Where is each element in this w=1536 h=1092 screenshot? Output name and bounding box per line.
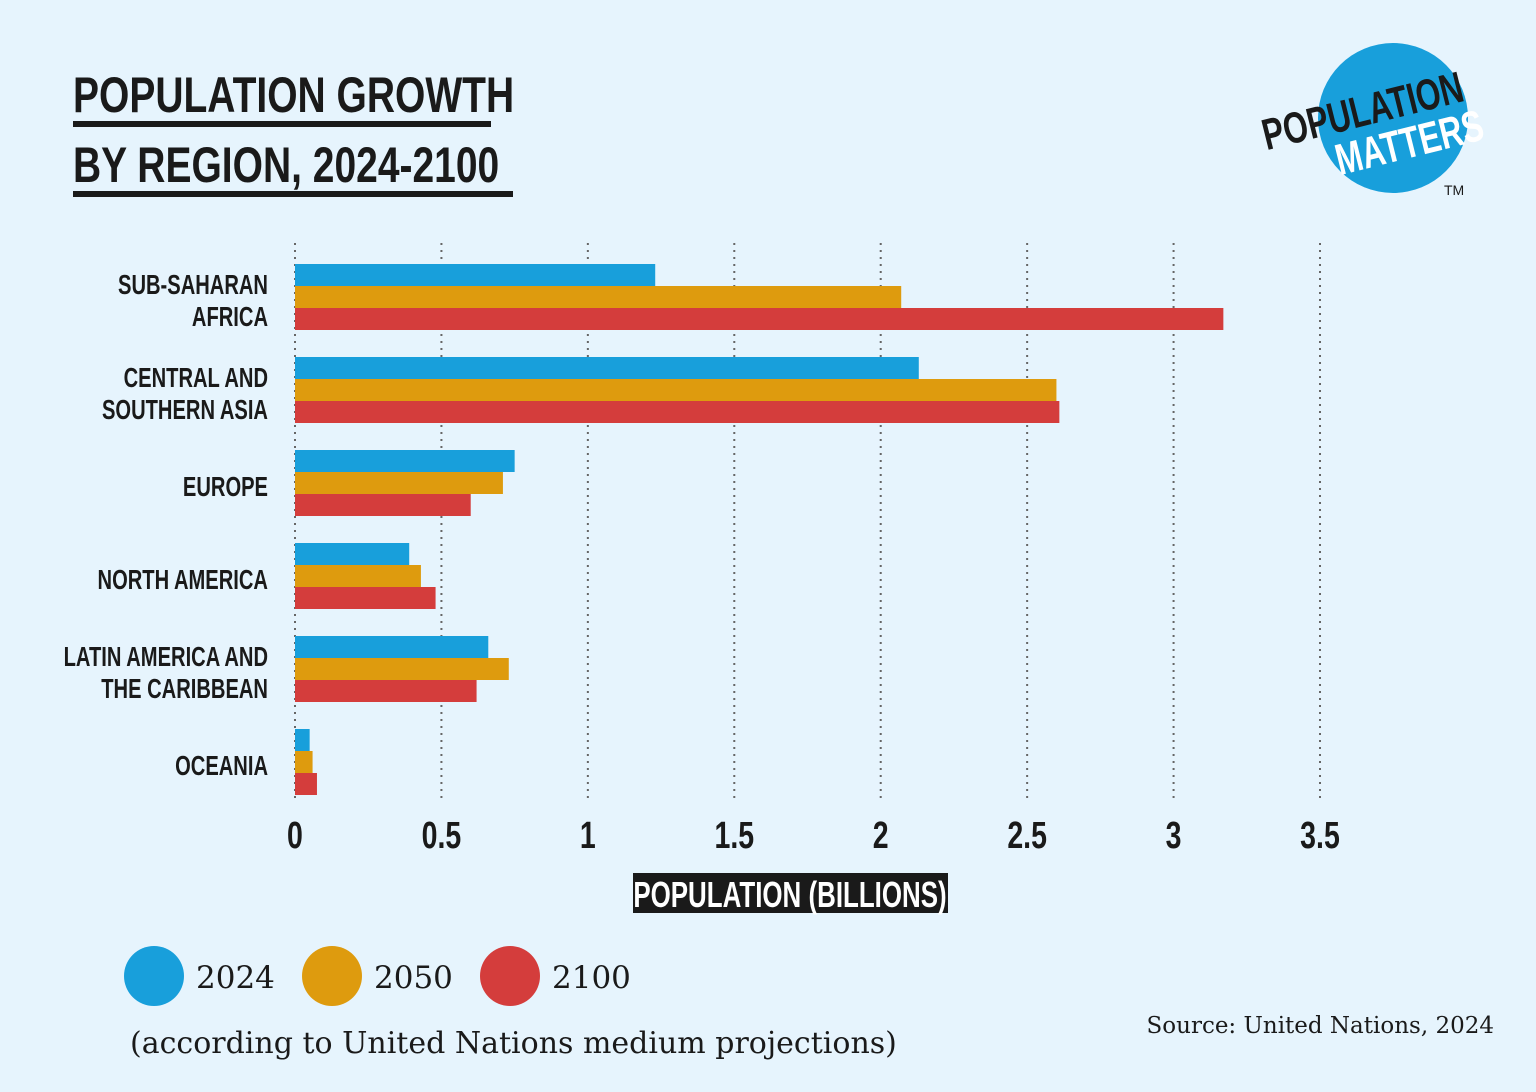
footnote: (according to United Nations medium proj… (130, 1026, 897, 1061)
category-label: AFRICA (192, 302, 268, 333)
x-tick-label: 2 (873, 815, 889, 857)
bar-2100 (295, 773, 317, 795)
grid (294, 243, 1321, 800)
bar-2024 (295, 636, 489, 658)
category-label: LATIN AMERICA AND (64, 642, 268, 673)
category-label: EUROPE (183, 472, 268, 503)
legend-label: 2024 (196, 960, 275, 996)
x-tick-label: 3 (1166, 815, 1182, 857)
bar-2024 (295, 357, 919, 379)
legend-label: 2100 (552, 960, 631, 996)
bar-2024 (295, 543, 410, 565)
category-label: OCEANIA (175, 751, 268, 782)
category-label: SOUTHERN ASIA (102, 395, 268, 426)
legend-swatch-2024 (124, 946, 184, 1006)
x-tick-label: 3.5 (1300, 815, 1340, 857)
bar-2050 (295, 658, 509, 680)
bars (295, 264, 1224, 795)
logo: POPULATION MATTERS TM (1257, 43, 1489, 198)
title-line-2: BY REGION, 2024-2100 (73, 136, 499, 193)
bar-2100 (295, 308, 1224, 330)
bar-2050 (295, 565, 421, 587)
x-tick-label: 0.5 (422, 815, 462, 857)
source: Source: United Nations, 2024 (1147, 1013, 1494, 1039)
bar-2100 (295, 494, 471, 516)
bar-2100 (295, 587, 436, 609)
x-tick-label: 1 (580, 815, 596, 857)
bar-2050 (295, 286, 902, 308)
legend-label: 2050 (374, 960, 453, 996)
title-line-1: POPULATION GROWTH (73, 66, 514, 123)
x-tick-label: 2.5 (1007, 815, 1047, 857)
x-axis-label: POPULATION (BILLIONS) (633, 873, 948, 915)
x-tick-labels: 0 0.5 1 1.5 2 2.5 3 3.5 (287, 815, 1340, 857)
title-underline-2 (73, 191, 513, 197)
legend-swatch-2100 (480, 946, 540, 1006)
bar-2050 (295, 751, 313, 773)
bar-2024 (295, 450, 515, 472)
category-label: SUB-SAHARAN (118, 270, 268, 301)
category-label: CENTRAL AND (124, 363, 268, 394)
title-underline-1 (73, 121, 491, 127)
bar-2024 (295, 264, 656, 286)
bar-2100 (295, 680, 477, 702)
title: POPULATION GROWTH BY REGION, 2024-2100 (73, 66, 514, 197)
legend-swatch-2050 (302, 946, 362, 1006)
x-tick-label: 1.5 (714, 815, 754, 857)
bar-2100 (295, 401, 1060, 423)
bar-2024 (295, 729, 310, 751)
category-label: THE CARIBBEAN (101, 674, 268, 705)
bar-2050 (295, 379, 1057, 401)
x-axis-label-text: POPULATION (BILLIONS) (633, 875, 946, 915)
legend: 2024 2050 2100 (124, 946, 631, 1006)
logo-tm: TM (1444, 182, 1464, 198)
logo-circle (1318, 43, 1468, 193)
x-tick-label: 0 (287, 815, 303, 857)
category-label: NORTH AMERICA (98, 565, 268, 596)
bar-2050 (295, 472, 503, 494)
